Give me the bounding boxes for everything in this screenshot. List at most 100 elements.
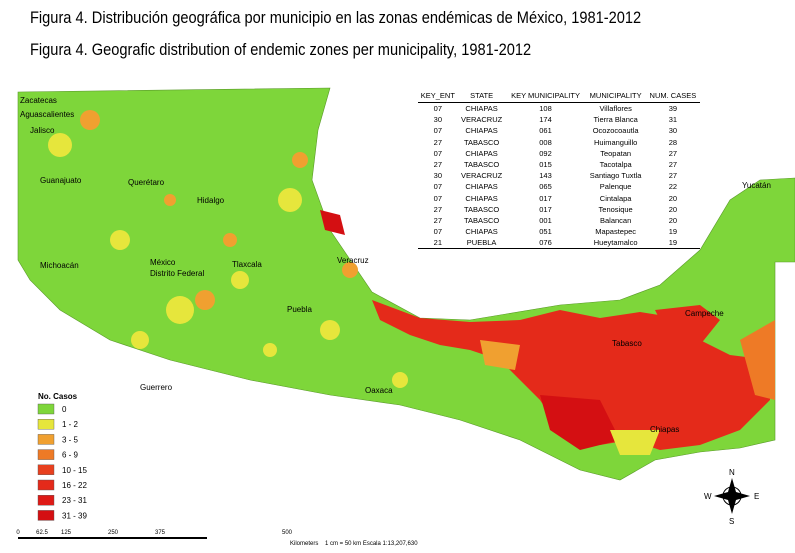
- table-cell: 017: [539, 193, 552, 203]
- compass-n: N: [729, 468, 735, 477]
- scale-tick: 0: [16, 530, 20, 536]
- table-cell: 001: [539, 215, 552, 225]
- legend-label: 1 - 2: [62, 420, 79, 429]
- table-cell: 061: [539, 126, 552, 136]
- column-header: STATE: [457, 88, 506, 103]
- table-cell: 20: [668, 204, 678, 214]
- table-cell: 39: [668, 104, 678, 114]
- table-cell: CHIAPAS: [465, 193, 498, 203]
- column-header: KEY_ENT: [418, 88, 458, 103]
- legend-swatch: [37, 419, 55, 430]
- table-cell: 30: [668, 126, 678, 136]
- scale-tick: 250: [108, 530, 119, 536]
- title-en: Figura 4. Geografic distribution of ende…: [30, 40, 532, 59]
- table-cell: 27: [433, 137, 442, 147]
- table-row: 07 CHIAPAS 061 Ocozocoautla 30: [418, 125, 700, 136]
- table-cell: Tacotalpa: [599, 160, 632, 170]
- column-header: NUM. CASES: [645, 88, 700, 103]
- table-cell: Tierra Blanca: [593, 115, 638, 125]
- table-cell: 20: [668, 215, 678, 225]
- legend-label: 10 - 15: [62, 466, 87, 475]
- table-row: 07 CHIAPAS 108 Villaflores 39: [418, 103, 700, 115]
- table-row: 27 TABASCO 015 Tacotalpa 27: [418, 159, 700, 170]
- table-cell: 27: [433, 160, 442, 170]
- state-label: Chiapas: [650, 425, 679, 434]
- table-cell: 28: [668, 137, 678, 147]
- table-cell: 015: [539, 160, 552, 170]
- scale-tick: 375: [155, 530, 166, 536]
- state-label: Campeche: [685, 309, 724, 318]
- table-row: 30 VERACRUZ 143 Santiago Tuxtla 27: [418, 170, 700, 181]
- state-label: Querétaro: [128, 178, 165, 187]
- table-row: 07 CHIAPAS 092 Teopatan 27: [418, 148, 700, 159]
- table-cell: 27: [433, 204, 442, 214]
- state-label: Aguascalientes: [20, 110, 74, 119]
- table-row: 27 TABASCO 008 Huimanguillo 28: [418, 137, 700, 148]
- table-row: 07 CHIAPAS 051 Mapastepec 19: [418, 226, 700, 237]
- scale-tick: 62.5: [36, 530, 48, 536]
- scale-tick: 125: [61, 530, 72, 536]
- state-label: Jalisco: [30, 126, 55, 135]
- compass-ring: [722, 486, 742, 506]
- state-label: México: [150, 258, 176, 267]
- table-cell: 30: [433, 115, 442, 125]
- table-cell: CHIAPAS: [465, 104, 498, 114]
- scale-tick: 500: [282, 530, 293, 536]
- table-cell: Tenosique: [598, 204, 633, 214]
- table-cell: CHIAPAS: [465, 182, 498, 192]
- table-cell: Huimanguillo: [593, 137, 638, 147]
- table-cell: 051: [539, 227, 552, 237]
- legend-swatch: [37, 510, 55, 521]
- table-cell: CHIAPAS: [465, 148, 498, 158]
- state-label: Guanajuato: [40, 176, 82, 185]
- table-cell: 092: [539, 148, 552, 158]
- column-header: KEY MUNICIPALITY: [505, 88, 586, 103]
- table-cell: Teopatan: [600, 148, 632, 158]
- table-cell: 27: [668, 148, 678, 158]
- table-cell: Ocozocoautla: [592, 126, 639, 136]
- legend-swatch: [37, 449, 55, 460]
- table-row: 21 PUEBLA 076 Hueytamalco 19: [418, 237, 700, 250]
- table-cell: 21: [418, 237, 458, 250]
- legend-label: 3 - 5: [62, 435, 79, 444]
- table-cell: 174: [539, 115, 552, 125]
- orange-areas: [80, 110, 358, 310]
- column-header: MUNICIPALITY: [585, 88, 646, 103]
- table-cell: 008: [539, 137, 552, 147]
- table-row: 07 CHIAPAS 017 Cintalapa 20: [418, 193, 700, 204]
- state-label: Hidalgo: [197, 196, 225, 205]
- table-cell: PUEBLA: [457, 237, 506, 250]
- legend-swatch: [37, 479, 55, 491]
- table-cell: 27: [668, 160, 678, 170]
- table-cell: 076: [505, 237, 586, 250]
- legend-swatch: [37, 434, 55, 445]
- compass-e: E: [754, 492, 759, 501]
- table-cell: Santiago Tuxtla: [589, 171, 642, 181]
- table-cell: 27: [433, 215, 442, 225]
- legend-label: 6 - 9: [62, 451, 79, 460]
- table-cell: TABASCO: [463, 204, 500, 214]
- table-cell: 19: [645, 237, 700, 250]
- table-cell: Hueytamalco: [585, 237, 646, 250]
- table-cell: 30: [433, 171, 442, 181]
- table-cell: 108: [539, 104, 552, 114]
- table-cell: 065: [539, 182, 552, 192]
- table-cell: VERACRUZ: [460, 115, 503, 125]
- legend-swatch: [37, 464, 55, 475]
- state-label: Guerrero: [140, 383, 173, 392]
- state-label: Puebla: [287, 305, 312, 314]
- state-label: Oaxaca: [365, 386, 393, 395]
- table-cell: 07: [433, 148, 442, 158]
- yellow-areas: [48, 133, 408, 388]
- scale-note: 1 cm = 50 km Escala 1:13,207,630: [325, 541, 418, 547]
- table-cell: Mapastepec: [595, 227, 637, 237]
- legend-label: 0: [62, 405, 67, 414]
- state-label: Veracruz: [337, 256, 369, 265]
- state-label: Yucatán: [742, 181, 771, 190]
- state-label: Tlaxcala: [232, 260, 262, 269]
- red-zone: [320, 210, 775, 455]
- table-cell: 07: [433, 126, 442, 136]
- cases-table: KEY_ENT STATE KEY MUNICIPALITY MUNICIPALITY…: [418, 88, 700, 250]
- state-label: Zacatecas: [20, 96, 57, 105]
